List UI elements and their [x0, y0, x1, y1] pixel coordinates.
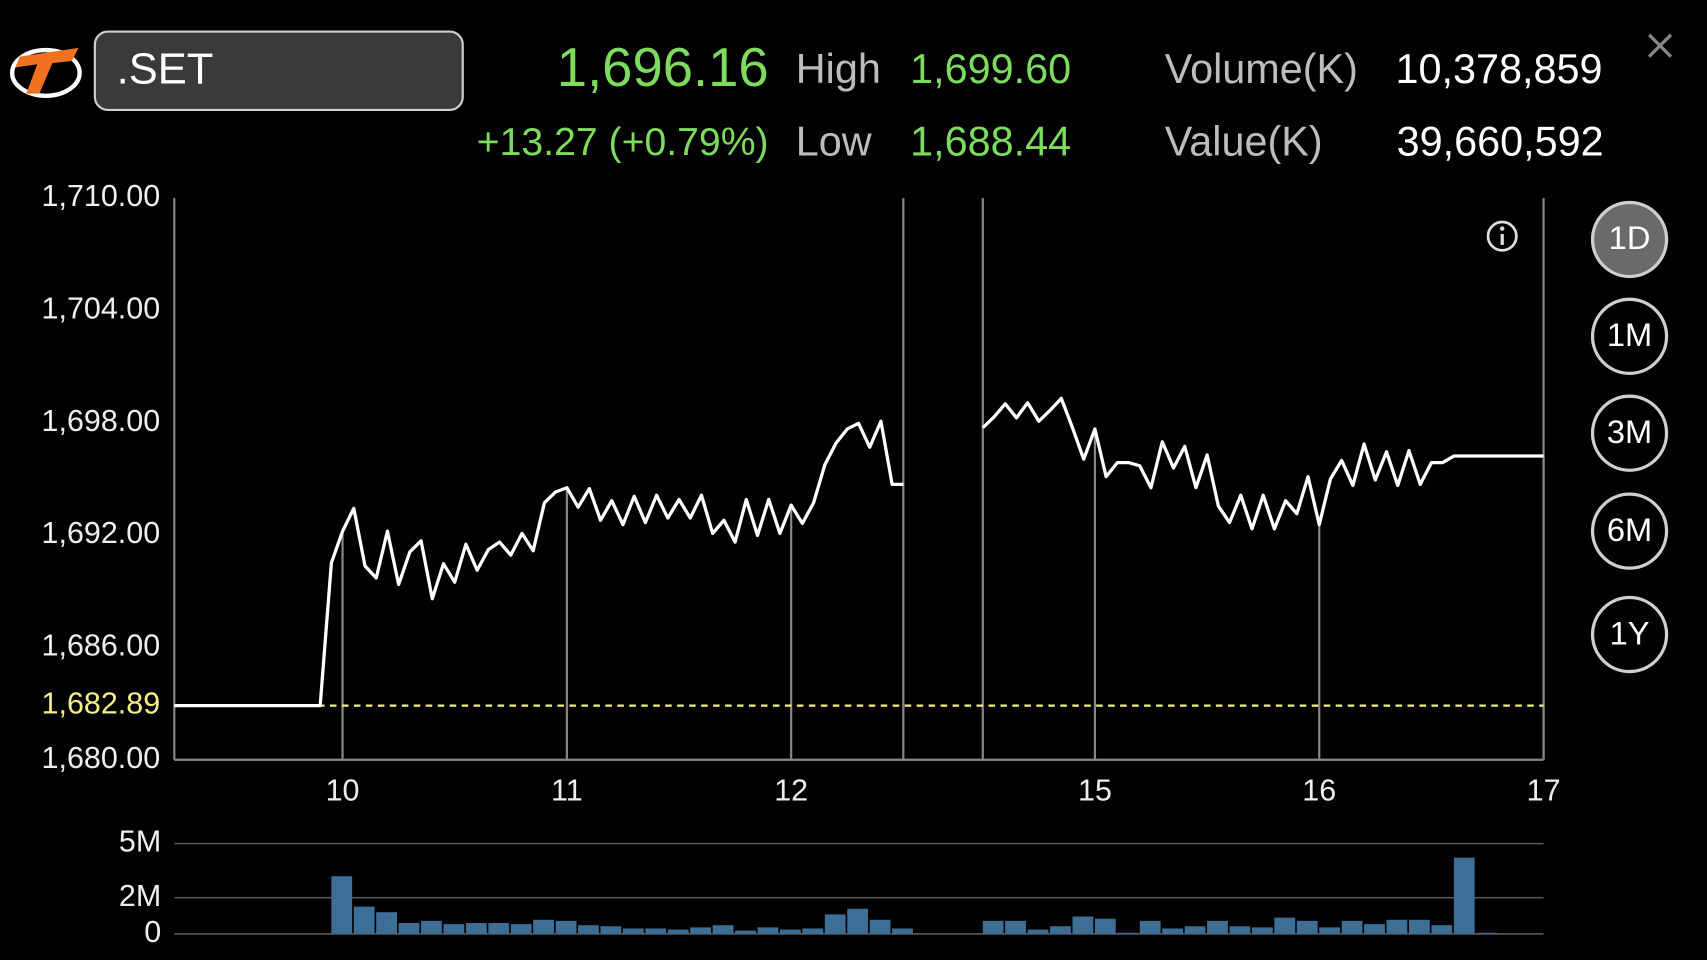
volume-bar — [1162, 928, 1184, 934]
volume-bar — [779, 929, 801, 934]
volume-bar — [1207, 920, 1228, 934]
volume-bar — [712, 925, 734, 934]
volume-bar — [465, 923, 487, 934]
volume-bar — [353, 906, 375, 934]
volume-bar — [1364, 924, 1385, 934]
logo — [9, 47, 82, 98]
y-tick-label: 1,698.00 — [42, 404, 161, 438]
volume-bar — [488, 923, 510, 934]
info-icon[interactable] — [1486, 220, 1518, 252]
volume-bar — [1072, 916, 1094, 934]
period-label: 1Y — [1610, 614, 1650, 651]
volume-bar — [869, 919, 891, 934]
volume-bar — [1408, 919, 1430, 934]
volume-bar — [555, 920, 577, 934]
volume-bar — [645, 928, 667, 934]
volume-bar — [1139, 920, 1161, 934]
volume-label: Volume(K) — [1165, 46, 1358, 92]
y-tick-label: 1,710.00 — [42, 179, 161, 213]
y-tick-label: 1,704.00 — [42, 291, 161, 325]
change: +13.27 (+0.79%) — [477, 121, 769, 164]
volume-bar — [1229, 926, 1251, 934]
reference-label: 1,682.89 — [42, 687, 161, 721]
volume-bar — [1005, 920, 1027, 934]
volume-bar — [982, 920, 1004, 934]
volume-bar — [1027, 929, 1049, 934]
price-line — [174, 396, 1544, 708]
volume-bar — [376, 912, 397, 934]
volume-bar — [398, 923, 420, 934]
volume-bar — [824, 914, 846, 934]
volume-bar — [600, 926, 622, 934]
y-tick-label: 2M — [119, 879, 161, 913]
period-label: 1D — [1609, 219, 1651, 256]
volume-bar — [1341, 920, 1363, 934]
x-tick-label: 17 — [1527, 773, 1561, 807]
volume-bar — [331, 876, 353, 934]
volume-bar — [1117, 932, 1139, 934]
period-button[interactable] — [1590, 297, 1669, 375]
volume-bar — [892, 928, 913, 934]
x-tick-label: 12 — [774, 773, 808, 807]
volume-bar — [1319, 927, 1341, 934]
volume-bar — [1431, 925, 1453, 934]
volume-bar — [690, 927, 712, 934]
value-label: Value(K) — [1165, 119, 1323, 165]
low: 1,688.44 — [910, 119, 1071, 165]
period-button[interactable] — [1590, 200, 1669, 279]
volume-bar — [847, 908, 869, 934]
volume-bar — [578, 925, 599, 934]
symbol-input[interactable] — [93, 30, 464, 112]
x-tick-label: 16 — [1302, 773, 1336, 807]
volume-bar — [1094, 918, 1116, 934]
volume-bar — [443, 924, 465, 934]
period-button[interactable] — [1590, 394, 1669, 472]
volume-bar — [1386, 919, 1408, 934]
volume-bar — [1184, 926, 1206, 934]
volume-bar — [1296, 920, 1318, 934]
symbol: .SET — [117, 45, 214, 93]
x-tick-label: 11 — [551, 773, 583, 807]
period-button[interactable] — [1590, 595, 1669, 674]
volume-bar — [1050, 926, 1071, 934]
period-button[interactable] — [1590, 492, 1669, 570]
volume-bar — [510, 924, 532, 934]
close-button[interactable] — [1647, 33, 1673, 58]
y-tick-label: 0 — [144, 915, 161, 949]
volume-bar — [533, 919, 555, 934]
volume-bar — [1251, 927, 1273, 934]
low-label: Low — [796, 119, 872, 165]
high: 1,699.60 — [910, 46, 1071, 92]
volume-bar — [1453, 857, 1475, 934]
y-tick-label: 1,680.00 — [42, 741, 161, 775]
period-label: 3M — [1607, 413, 1652, 450]
value: 39,660,592 — [1397, 119, 1604, 165]
period-label: 6M — [1607, 511, 1652, 548]
last-price: 1,696.16 — [557, 37, 769, 98]
volume: 10,378,859 — [1396, 46, 1603, 92]
period-label: 1M — [1607, 316, 1652, 353]
volume-bar — [757, 927, 779, 934]
high-label: High — [796, 46, 881, 92]
volume-bar — [1274, 917, 1296, 934]
y-tick-label: 1,692.00 — [42, 516, 161, 550]
volume-bar — [735, 930, 756, 934]
y-tick-label: 5M — [119, 825, 161, 859]
volume-bar — [667, 929, 689, 934]
volume-bar — [622, 928, 644, 934]
x-tick-label: 15 — [1078, 773, 1112, 807]
volume-bar — [1476, 932, 1498, 934]
y-tick-label: 1,686.00 — [42, 628, 161, 662]
volume-bar — [421, 920, 442, 934]
x-tick-label: 10 — [326, 773, 360, 807]
volume-bar — [802, 928, 824, 934]
